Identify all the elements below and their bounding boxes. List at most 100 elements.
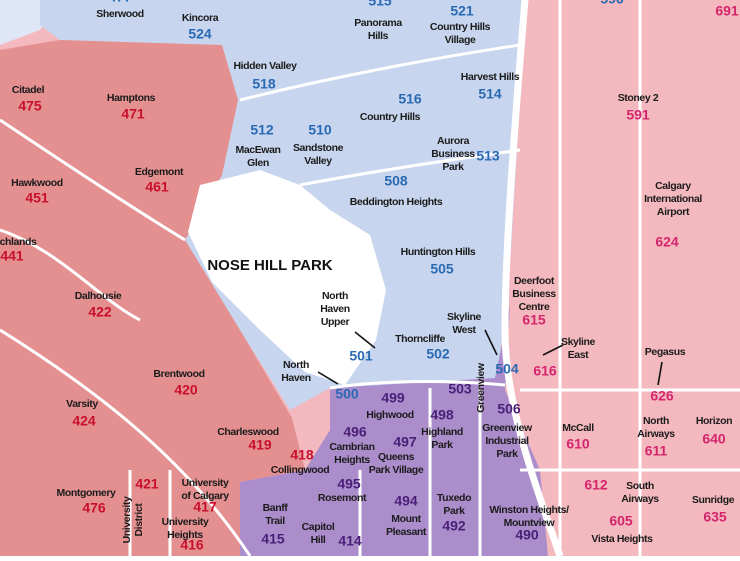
community-code: 610	[566, 436, 590, 452]
community-code: 612	[584, 477, 608, 493]
community-code: 441	[0, 248, 24, 264]
community-code: 417	[193, 499, 217, 515]
community-name: MacEwan	[235, 144, 280, 156]
community-name: Airways	[637, 428, 675, 440]
community-code: 691	[715, 3, 739, 19]
community-name: University	[162, 516, 209, 528]
community-name: Cambrian	[329, 441, 374, 453]
community-name: Deerfoot	[514, 275, 555, 287]
community-code: 635	[703, 509, 727, 525]
community-name: Hamptons	[107, 92, 156, 104]
community-name: Skyline	[447, 311, 482, 323]
community-name: Trail	[265, 515, 285, 527]
community-name: West	[452, 324, 476, 336]
community-name: Pegasus	[645, 346, 686, 358]
community-name: Queens	[378, 451, 415, 463]
community-code: 494	[394, 493, 418, 509]
community-name: Heights	[167, 529, 203, 541]
community-name: University	[121, 496, 133, 543]
community-name: North	[283, 359, 309, 371]
community-name: Varsity	[66, 398, 98, 410]
community-code: 502	[426, 346, 450, 362]
arrow	[657, 361, 663, 386]
community-name: Horizon	[696, 415, 732, 427]
community-name: South	[626, 480, 654, 492]
community-name: McCall	[562, 422, 594, 434]
community-name: East	[568, 349, 589, 361]
community-name: Park	[442, 161, 464, 173]
boundary	[520, 0, 740, 556]
community-name: Banff	[263, 502, 289, 514]
arrows	[317, 329, 663, 386]
community-code: 495	[337, 476, 361, 492]
community-code: 475	[18, 98, 42, 114]
community-code: 420	[174, 382, 198, 398]
community-name: Village	[445, 34, 476, 46]
park	[188, 170, 386, 385]
community-code: 451	[25, 190, 49, 206]
community-name: University	[182, 477, 229, 489]
road	[329, 380, 506, 390]
community-code: 524	[188, 26, 212, 42]
community-name: Hill	[311, 534, 326, 546]
community-code: 476	[82, 500, 106, 516]
community-name: Greenview	[482, 422, 533, 434]
community-code: 422	[88, 304, 112, 320]
community-name: Park Village	[369, 464, 424, 476]
community-code: 518	[252, 76, 276, 92]
community-name: Sunridge	[692, 494, 735, 506]
community-code: 500	[335, 386, 359, 402]
community-name: Dalhousie	[75, 290, 122, 302]
community-name: Sherwood	[96, 8, 144, 20]
community-name: Business	[431, 148, 475, 160]
highway	[501, 0, 564, 558]
community-code: 591	[626, 107, 650, 123]
community-name: Business	[512, 288, 556, 300]
community-code: 611	[645, 443, 668, 459]
community-name: Edgemont	[135, 166, 184, 178]
community-name: chlands	[0, 236, 37, 248]
community-name: Tuxedo	[437, 492, 471, 504]
community-name: Thorncliffe	[395, 333, 445, 345]
road	[239, 43, 521, 102]
community-code: 492	[442, 518, 466, 534]
community-name: Pleasant	[386, 526, 427, 538]
community-code: 499	[381, 390, 405, 406]
community-name: Collingwood	[271, 464, 330, 476]
community-name: Glen	[247, 157, 269, 169]
community-name: Charleswood	[217, 426, 279, 438]
community-name: Hills	[368, 30, 389, 42]
community-name: Park	[443, 505, 465, 517]
community-code: 508	[384, 173, 408, 189]
community-code: 461	[145, 179, 169, 195]
community-code: 605	[609, 513, 633, 529]
community-name: Haven	[281, 372, 311, 384]
community-code: 471	[121, 106, 145, 122]
community-name: Calgary	[655, 180, 691, 192]
community-name: Winston Heights/	[489, 504, 569, 516]
community-name: Heights	[334, 454, 370, 466]
community-name: International	[644, 193, 702, 205]
community-name: North	[322, 290, 348, 302]
community-name: Centre	[519, 301, 550, 313]
community-name: Aurora	[437, 135, 470, 147]
community-name: Highland	[421, 426, 463, 438]
community-code: 418	[290, 447, 314, 463]
community-name: Mountview	[504, 517, 556, 529]
community-name: North	[643, 415, 669, 427]
community-name: Huntington Hills	[401, 246, 476, 258]
community-name: Beddington Heights	[350, 196, 443, 208]
community-code: 496	[343, 424, 367, 440]
community-name: Upper	[321, 316, 350, 328]
community-code: 521	[450, 3, 474, 19]
community-code: 414	[338, 533, 362, 549]
community-name: Kincora	[182, 12, 219, 24]
community-name: Montgomery	[56, 487, 116, 499]
community-name: Skyline	[561, 336, 596, 348]
community-name: Park	[496, 448, 518, 460]
community-name: Capitol	[302, 521, 335, 533]
community-code: 503	[448, 381, 472, 397]
community-code: 477	[108, 0, 132, 5]
community-name: Citadel	[12, 84, 45, 96]
